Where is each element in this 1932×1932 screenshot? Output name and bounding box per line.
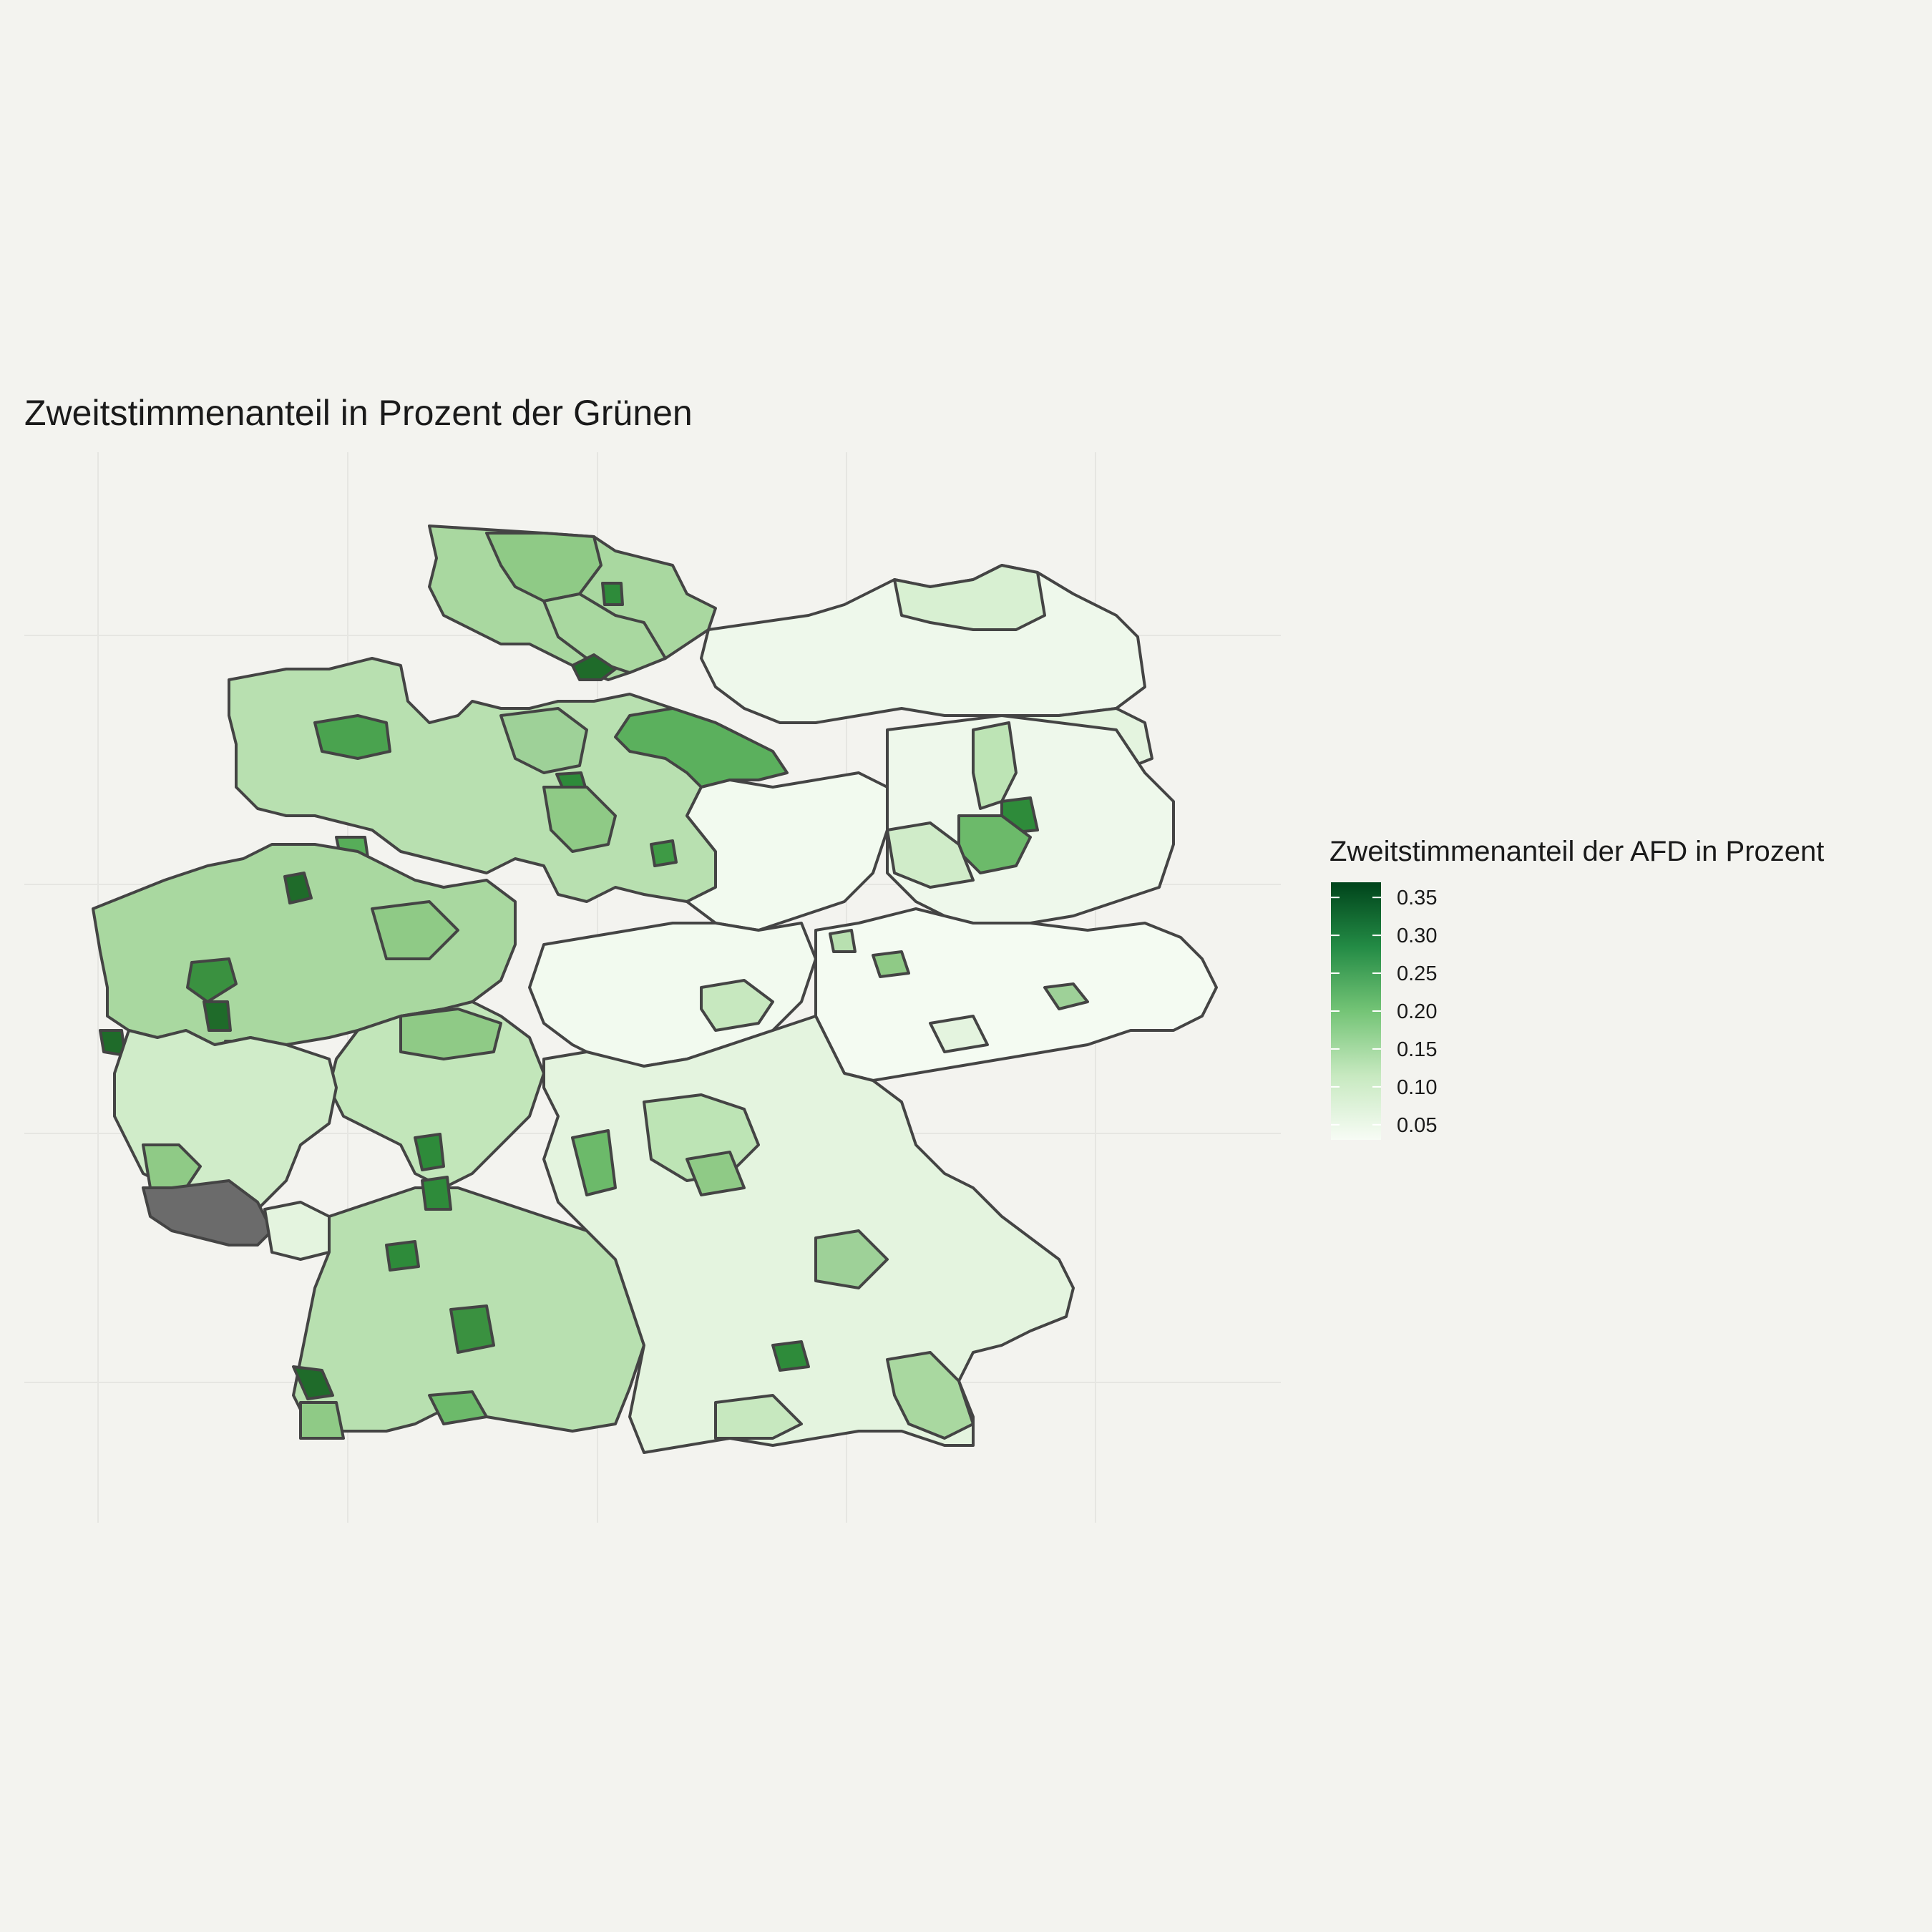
map-region [203,1000,232,1032]
map-region [142,1143,202,1189]
map-regions [92,525,1218,1454]
map-region [686,771,889,932]
map-region [886,821,975,889]
legend-tick-label: 0.05 [1397,1114,1437,1137]
map-region [313,714,391,760]
map-region [700,979,774,1032]
legend-tick-label: 0.30 [1397,924,1437,947]
map-region [399,1008,502,1060]
map-region [283,872,313,904]
map-region [571,653,617,681]
map-region [886,1351,975,1440]
legend-title: Zweitstimmenanteil der AFD in Prozent [1330,836,1825,867]
map-region [499,707,588,774]
map-region [542,786,617,853]
map-region [142,1179,273,1246]
map-region [414,1133,445,1171]
map-region [371,900,459,960]
legend-tick-label: 0.20 [1397,1000,1437,1023]
map-region [292,1365,334,1400]
legend-tick-label: 0.35 [1397,887,1437,909]
map-region [571,1129,617,1196]
map-region [929,1015,989,1053]
map-region [299,1401,345,1440]
map-region [449,1304,495,1354]
map-region [814,1229,889,1289]
legend-tick-label: 0.15 [1397,1038,1437,1061]
map-region [186,957,238,1003]
map-region [528,922,817,1068]
map-region [686,1151,746,1196]
map-region [829,929,857,953]
map-region [428,1390,488,1425]
map-region [771,1340,810,1372]
legend-tick-label: 0.10 [1397,1076,1437,1099]
map-region [421,1176,452,1211]
map-region [872,950,910,978]
map-region [614,707,789,789]
map-region [893,564,1046,631]
map-region [650,839,678,867]
page-title: Zweitstimmenanteil in Prozent der Grünen [24,393,693,433]
map-region [385,1240,420,1272]
map-region [601,582,624,606]
map-region [714,1394,803,1440]
legend-ticks: 0.05 0.10 0.15 0.20 0.25 0.30 0.35 [1331,887,1437,1137]
map-region [1043,982,1089,1010]
legend-tick-label: 0.25 [1397,962,1437,985]
map-region [542,592,667,674]
